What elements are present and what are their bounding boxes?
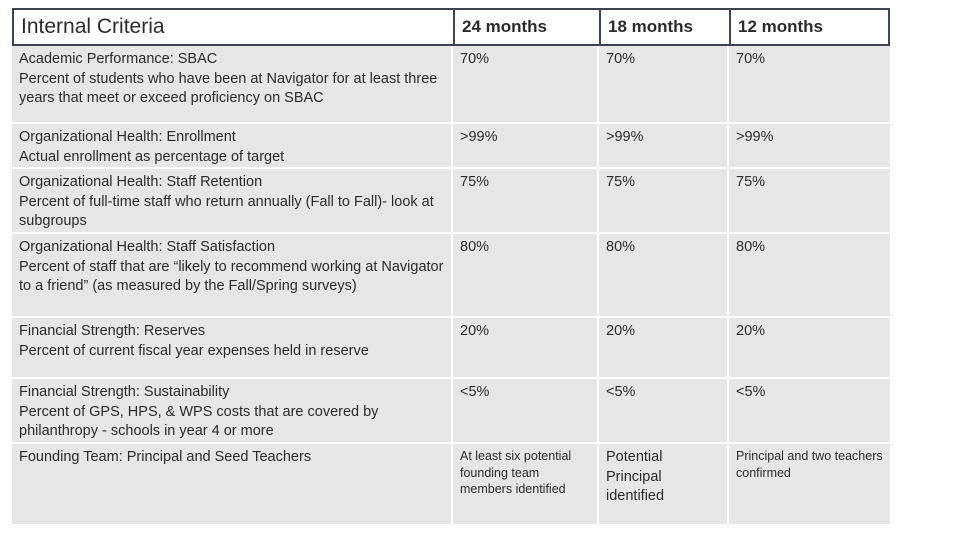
header-24-months: 24 months: [453, 8, 599, 46]
header-internal-criteria: Internal Criteria: [12, 8, 453, 46]
table-row: Organizational Health: Staff Satisfactio…: [12, 234, 890, 318]
criteria-cell: Organizational Health: Staff Retention P…: [12, 169, 453, 234]
criteria-title: Organizational Health: Staff Satisfactio…: [19, 239, 276, 255]
table-row: Financial Strength: Reserves Percent of …: [12, 318, 890, 379]
table-row: Academic Performance: SBAC Percent of st…: [12, 46, 890, 124]
criteria-cell: Financial Strength: Reserves Percent of …: [12, 318, 453, 379]
criteria-cell: Financial Strength: Sustainability Perce…: [12, 379, 453, 444]
value-24-months: >99%: [453, 124, 599, 169]
value-18-months: 20%: [599, 318, 729, 379]
value-18-months: 75%: [599, 169, 729, 234]
criteria-table: Internal Criteria 24 months 18 months 12…: [12, 8, 890, 526]
criteria-description: Percent of staff that are “likely to rec…: [19, 258, 444, 295]
table-row: Founding Team: Principal and Seed Teache…: [12, 444, 890, 526]
value-24-months: 75%: [453, 169, 599, 234]
value-18-months: >99%: [599, 124, 729, 169]
criteria-title: Founding Team: Principal and Seed Teache…: [19, 449, 312, 465]
value-18-months: <5%: [599, 379, 729, 444]
value-12-months: 70%: [729, 46, 890, 124]
value-24-months: 80%: [453, 234, 599, 318]
criteria-description: Percent of students who have been at Nav…: [19, 70, 438, 107]
value-12-months: 20%: [729, 318, 890, 379]
criteria-title: Financial Strength: Sustainability: [19, 384, 230, 400]
table-row: Financial Strength: Sustainability Perce…: [12, 379, 890, 444]
value-24-months: 20%: [453, 318, 599, 379]
criteria-cell: Organizational Health: Enrollment Actual…: [12, 124, 453, 169]
header-18-months: 18 months: [599, 8, 729, 46]
criteria-description: Actual enrollment as percentage of targe…: [19, 148, 285, 165]
criteria-title: Academic Performance: SBAC: [19, 51, 218, 67]
value-12-months: Principal and two teachers confirmed: [729, 444, 890, 526]
value-12-months: 75%: [729, 169, 890, 234]
criteria-title: Organizational Health: Enrollment: [19, 129, 236, 145]
criteria-title: Organizational Health: Staff Retention: [19, 174, 263, 190]
criteria-cell: Academic Performance: SBAC Percent of st…: [12, 46, 453, 124]
criteria-description: Percent of GPS, HPS, & WPS costs that ar…: [19, 403, 379, 440]
criteria-cell: Founding Team: Principal and Seed Teache…: [12, 444, 453, 526]
criteria-description: Percent of full-time staff who return an…: [19, 193, 434, 230]
header-12-months: 12 months: [729, 8, 890, 46]
criteria-description: Percent of current fiscal year expenses …: [19, 342, 369, 359]
value-18-months: Potential Principal identified: [599, 444, 729, 526]
value-12-months: 80%: [729, 234, 890, 318]
value-24-months: <5%: [453, 379, 599, 444]
value-18-months: 70%: [599, 46, 729, 124]
table-row: Organizational Health: Enrollment Actual…: [12, 124, 890, 169]
value-12-months: <5%: [729, 379, 890, 444]
value-18-months: 80%: [599, 234, 729, 318]
table-row: Organizational Health: Staff Retention P…: [12, 169, 890, 234]
value-24-months: 70%: [453, 46, 599, 124]
criteria-title: Financial Strength: Reserves: [19, 323, 206, 339]
table-header-row: Internal Criteria 24 months 18 months 12…: [12, 8, 890, 46]
value-24-months: At least six potential founding team mem…: [453, 444, 599, 526]
criteria-cell: Organizational Health: Staff Satisfactio…: [12, 234, 453, 318]
value-12-months: >99%: [729, 124, 890, 169]
